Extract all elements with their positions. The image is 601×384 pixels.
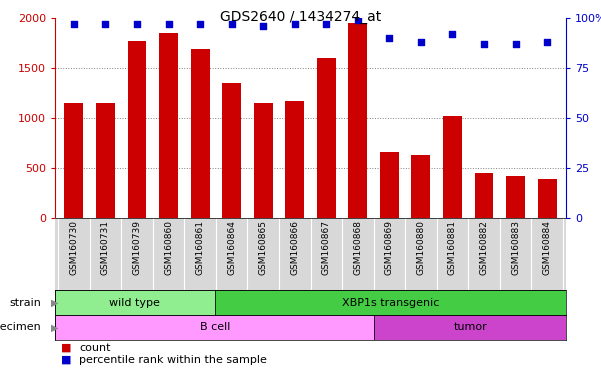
Bar xyxy=(55,290,215,315)
Text: XBP1s transgenic: XBP1s transgenic xyxy=(341,298,439,308)
Bar xyxy=(349,23,367,218)
Text: ▶: ▶ xyxy=(51,323,58,333)
Text: wild type: wild type xyxy=(109,298,160,308)
Text: GSM160731: GSM160731 xyxy=(101,220,110,275)
Text: tumor: tumor xyxy=(453,323,487,333)
Text: GSM160730: GSM160730 xyxy=(70,220,78,275)
Text: GSM160884: GSM160884 xyxy=(543,220,552,275)
Text: ■: ■ xyxy=(61,355,72,365)
Text: count: count xyxy=(79,343,111,353)
Point xyxy=(163,21,173,27)
Bar xyxy=(222,83,241,218)
Bar xyxy=(254,103,273,218)
Text: GSM160864: GSM160864 xyxy=(227,220,236,275)
Point xyxy=(416,39,426,45)
Bar xyxy=(374,315,566,340)
Bar xyxy=(191,49,210,218)
Point xyxy=(227,21,236,27)
Point xyxy=(322,21,331,27)
Text: GSM160866: GSM160866 xyxy=(290,220,299,275)
Bar xyxy=(506,176,525,218)
Bar xyxy=(64,103,84,218)
Bar xyxy=(159,33,178,218)
Text: GSM160882: GSM160882 xyxy=(480,220,489,275)
Bar xyxy=(55,315,374,340)
Bar xyxy=(412,154,430,218)
Bar xyxy=(538,179,557,218)
Text: percentile rank within the sample: percentile rank within the sample xyxy=(79,355,267,365)
Point xyxy=(385,35,394,41)
Bar xyxy=(475,173,493,218)
Text: GSM160881: GSM160881 xyxy=(448,220,457,275)
Point xyxy=(132,21,142,27)
Text: ▶: ▶ xyxy=(51,298,58,308)
Bar xyxy=(317,58,336,218)
Text: GSM160861: GSM160861 xyxy=(195,220,204,275)
Bar xyxy=(285,101,304,218)
Point xyxy=(100,21,110,27)
Point xyxy=(353,17,362,23)
Text: GSM160860: GSM160860 xyxy=(164,220,173,275)
Point xyxy=(195,21,205,27)
Bar xyxy=(127,40,147,218)
Point xyxy=(542,39,552,45)
Point xyxy=(479,41,489,47)
Text: GSM160865: GSM160865 xyxy=(258,220,267,275)
Bar xyxy=(96,103,115,218)
Text: strain: strain xyxy=(9,298,41,308)
Point xyxy=(69,21,79,27)
Point xyxy=(290,21,299,27)
Text: GSM160880: GSM160880 xyxy=(416,220,426,275)
Text: specimen: specimen xyxy=(0,323,41,333)
Text: ■: ■ xyxy=(61,343,72,353)
Text: GSM160739: GSM160739 xyxy=(132,220,141,275)
Point xyxy=(258,23,268,29)
Text: GSM160869: GSM160869 xyxy=(385,220,394,275)
Text: GSM160868: GSM160868 xyxy=(353,220,362,275)
Text: GDS2640 / 1434274_at: GDS2640 / 1434274_at xyxy=(220,10,381,24)
Text: GSM160883: GSM160883 xyxy=(511,220,520,275)
Bar xyxy=(215,290,566,315)
Bar xyxy=(380,152,399,218)
Text: GSM160867: GSM160867 xyxy=(322,220,331,275)
Bar xyxy=(443,116,462,218)
Point xyxy=(511,41,520,47)
Point xyxy=(448,31,457,37)
Text: B cell: B cell xyxy=(200,323,230,333)
